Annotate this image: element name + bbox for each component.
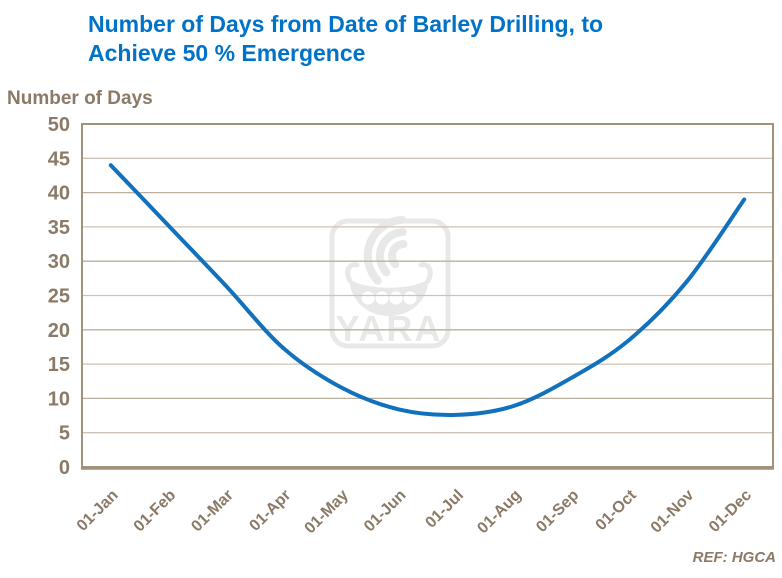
reference-note: REF: HGCA — [692, 549, 776, 566]
x-tick-label: 01-Nov — [648, 487, 698, 537]
chart-title: Number of Days from Date of Barley Drill… — [88, 10, 603, 68]
yara-logo-watermark: YARA — [329, 215, 451, 349]
y-tick-label: 5 — [59, 423, 70, 445]
y-axis-ticks: 0 5 10 15 20 25 30 35 40 45 50 — [48, 114, 70, 479]
watermark-sails-icon — [363, 215, 408, 285]
y-tick-label: 20 — [48, 320, 70, 342]
x-tick-label: 01-Aug — [474, 487, 524, 537]
plot-border — [81, 123, 774, 468]
x-tick-label: 01-Jul — [422, 487, 467, 532]
x-tick-label: 01-Mar — [188, 487, 236, 535]
chart-title-line1: Number of Days from Date of Barley Drill… — [88, 11, 604, 37]
x-tick-label: 01-Feb — [131, 487, 180, 536]
y-axis-title: Number of Days — [7, 88, 153, 109]
x-tick-label: 01-May — [302, 487, 352, 537]
y-tick-label: 35 — [48, 217, 70, 239]
emergence-curve — [108, 163, 747, 417]
y-tick-label: 30 — [48, 251, 70, 273]
x-tick-label: 01-Jan — [74, 487, 122, 535]
x-tick-label: 01-Sep — [533, 487, 582, 536]
y-tick-label: 45 — [48, 148, 70, 170]
y-tick-label: 25 — [48, 286, 70, 308]
y-tick-label: 0 — [59, 457, 70, 479]
gridlines — [82, 157, 773, 434]
y-tick-label: 15 — [48, 354, 70, 376]
x-tick-label: 01-Dec — [706, 487, 755, 536]
x-tick-label: 01-Jun — [361, 487, 409, 535]
x-axis-ticks: 01-Jan 01-Feb 01-Mar 01-Apr 01-May 01-Jun 01-J… — [74, 486, 755, 537]
watermark-text: YARA — [336, 308, 443, 349]
watermark-ship-hull-icon — [349, 278, 429, 316]
y-tick-label: 10 — [48, 388, 70, 410]
y-tick-label: 40 — [48, 183, 70, 205]
x-tick-label: 01-Oct — [593, 486, 641, 534]
y-tick-label: 50 — [48, 114, 70, 136]
chart-title-line2: Achieve 50 % Emergence — [88, 40, 366, 66]
x-tick-label: 01-Apr — [246, 487, 294, 535]
